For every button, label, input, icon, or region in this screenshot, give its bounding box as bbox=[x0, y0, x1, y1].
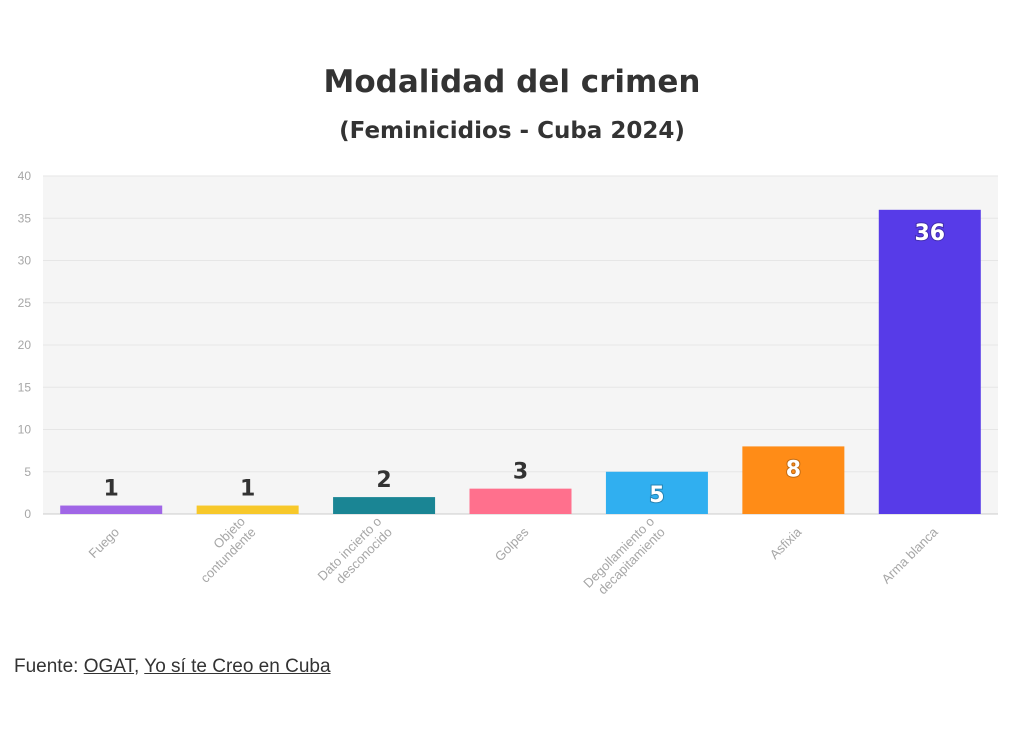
source-link-yo-si-te-creo[interactable]: Yo sí te Creo en Cuba bbox=[144, 656, 331, 677]
y-tick-label: 35 bbox=[18, 211, 32, 225]
source-separator: , bbox=[134, 656, 145, 677]
chart-subtitle: (Feminicidios - Cuba 2024) bbox=[339, 118, 685, 144]
data-label: 5 bbox=[649, 483, 664, 508]
y-tick-label: 20 bbox=[18, 338, 32, 352]
bar-objeto-contundente[interactable] bbox=[196, 505, 299, 514]
data-label: 1 bbox=[104, 477, 119, 502]
bar-arma-blanca[interactable] bbox=[878, 209, 981, 515]
data-label: 8 bbox=[786, 457, 801, 482]
y-tick-label: 40 bbox=[18, 169, 32, 183]
data-label: 3 bbox=[513, 460, 528, 485]
source-prefix: Fuente: bbox=[14, 656, 84, 677]
y-tick-label: 10 bbox=[18, 423, 32, 437]
y-tick-label: 5 bbox=[24, 465, 31, 479]
x-tick-label: Golpes bbox=[492, 524, 532, 564]
x-tick-label: Fuego bbox=[85, 524, 122, 561]
data-label: 36 bbox=[914, 221, 945, 246]
bar-fuego[interactable] bbox=[60, 505, 163, 514]
bar-asfixia[interactable] bbox=[742, 446, 845, 514]
x-tick-label-line: Golpes bbox=[492, 524, 532, 564]
source-line: Fuente: OGAT, Yo sí te Creo en Cuba bbox=[14, 656, 331, 678]
bars bbox=[60, 209, 981, 515]
bar-degollamiento-o-decapitamiento[interactable] bbox=[605, 471, 708, 514]
x-tick-label-line: Asfixia bbox=[767, 524, 805, 562]
chart-title: Modalidad del crimen bbox=[323, 64, 701, 100]
y-tick-label: 15 bbox=[18, 380, 32, 394]
data-label: 2 bbox=[376, 468, 391, 493]
bar-golpes[interactable] bbox=[469, 488, 572, 514]
x-tick-label: Asfixia bbox=[767, 524, 805, 562]
y-tick-label: 30 bbox=[18, 254, 32, 268]
y-tick-label: 25 bbox=[18, 296, 32, 310]
data-label: 1 bbox=[240, 477, 255, 502]
source-link-ogat[interactable]: OGAT bbox=[83, 656, 135, 677]
y-axis-tick-labels: 0 5 10 15 20 25 30 35 40 bbox=[18, 169, 32, 521]
y-tick-label: 0 bbox=[24, 507, 31, 521]
bar-dato-incierto-o-desconocido[interactable] bbox=[333, 497, 436, 514]
x-tick-label: Arma blanca bbox=[879, 524, 942, 587]
x-tick-label-line: Fuego bbox=[85, 524, 122, 561]
data-labels: 1 1 2 3 5 8 36 bbox=[104, 220, 947, 509]
x-tick-label-line: Arma blanca bbox=[879, 524, 942, 587]
